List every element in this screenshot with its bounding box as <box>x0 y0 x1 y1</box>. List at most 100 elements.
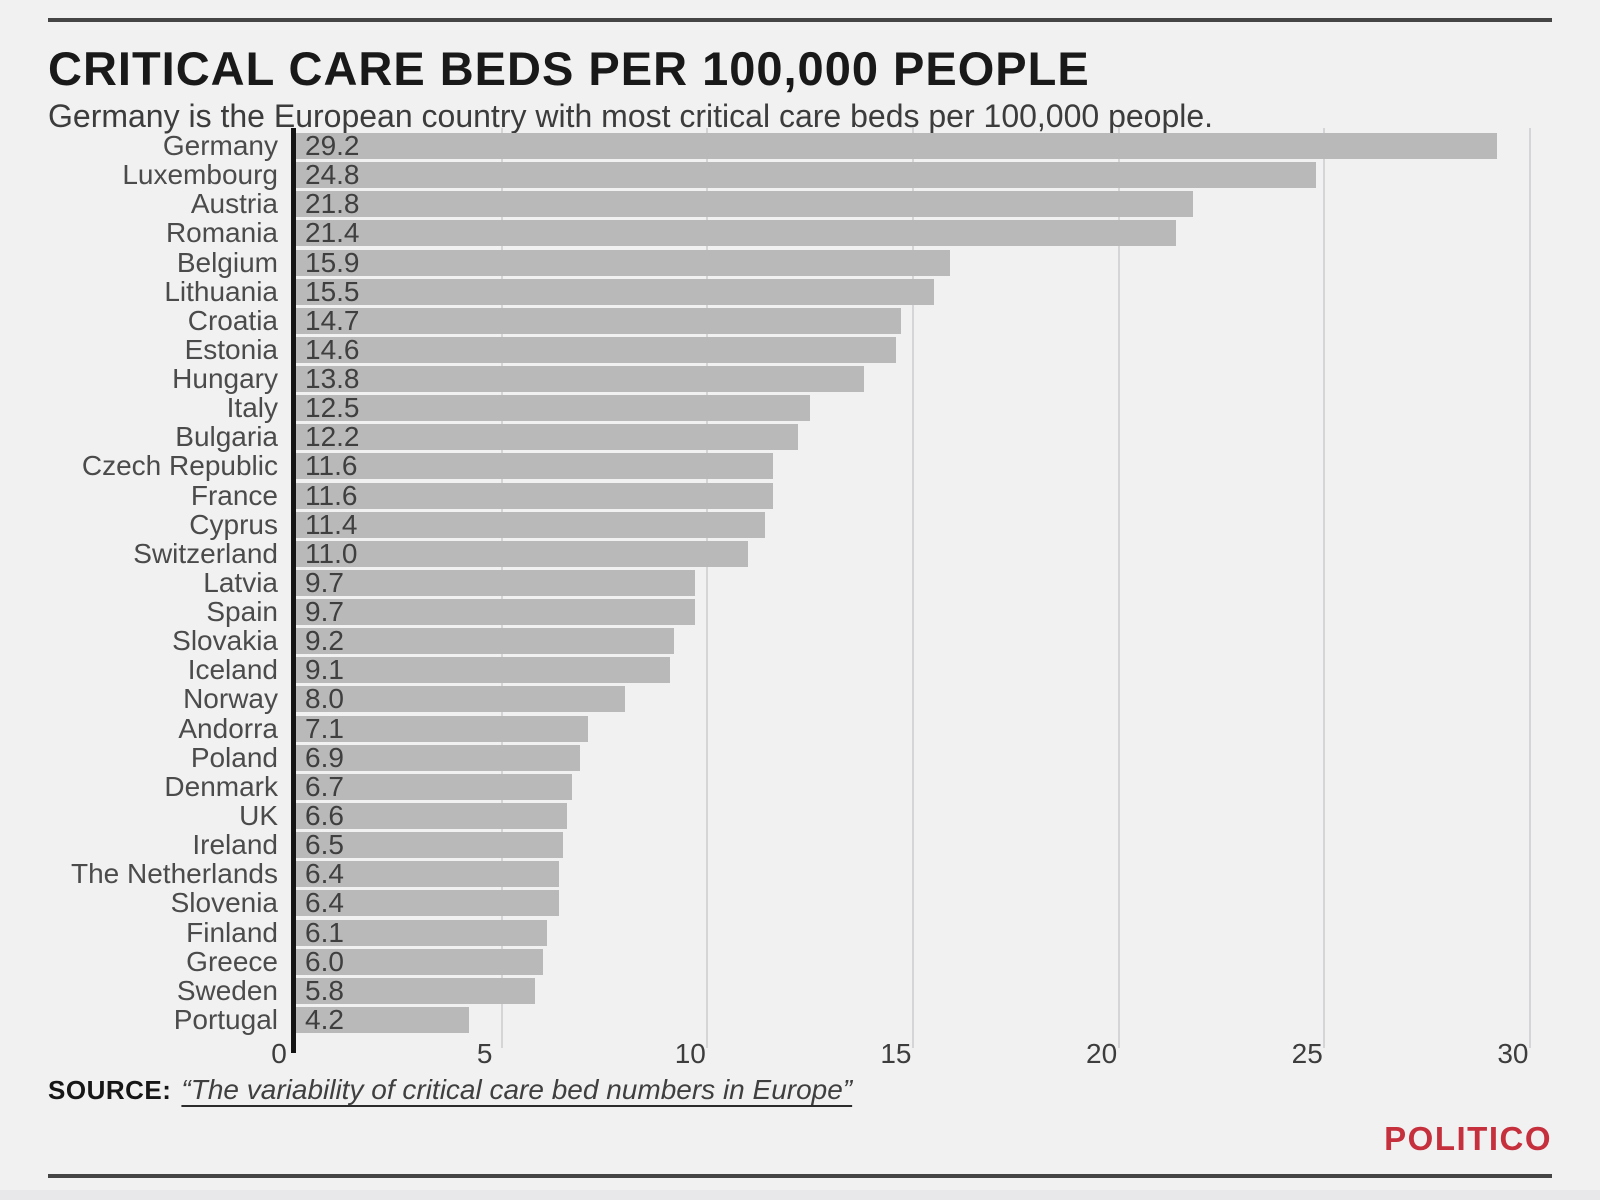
bar-value-label: 15.9 <box>305 246 360 278</box>
category-label: Andorra <box>178 712 278 744</box>
bar: 6.5 <box>296 829 563 861</box>
chart-title: CRITICAL CARE BEDS PER 100,000 PEOPLE <box>48 42 1090 95</box>
bar-value-label: 5.8 <box>305 974 344 1006</box>
bar: 11.0 <box>296 539 748 567</box>
bar: 29.2 <box>296 130 1497 161</box>
category-label: Finland <box>186 916 278 948</box>
x-tick-label-5: 5 <box>476 1038 493 1069</box>
bar: 6.0 <box>296 945 543 977</box>
bar-value-label: 8.0 <box>305 683 344 715</box>
bar-value-label: 6.5 <box>305 829 344 861</box>
category-label: UK <box>239 799 278 831</box>
bar: 6.9 <box>296 741 580 773</box>
category-label: Switzerland <box>133 537 278 569</box>
category-label: Poland <box>190 741 278 773</box>
bar-value-label: 6.7 <box>305 770 344 802</box>
bar-value-label: 6.0 <box>305 945 344 977</box>
bar: 9.2 <box>296 627 674 655</box>
category-label: Sweden <box>176 974 278 1006</box>
source-label: SOURCE: <box>48 1075 172 1105</box>
bar: 21.4 <box>296 219 1176 247</box>
category-label: Slovenia <box>170 887 278 919</box>
category-label: Ireland <box>192 829 278 861</box>
bar: 4.2 <box>296 1003 469 1035</box>
bar: 6.4 <box>296 887 559 919</box>
bar-value-label: 6.9 <box>305 741 344 773</box>
chart-subtitle: Germany is the European country with mos… <box>48 98 1214 134</box>
category-label: Romania <box>165 217 278 249</box>
bar: 9.7 <box>296 566 695 598</box>
bar-value-label: 21.8 <box>305 188 360 220</box>
category-label: Estonia <box>184 333 278 365</box>
category-label: Iceland <box>187 654 278 686</box>
category-label: Norway <box>183 683 278 715</box>
bar: 13.8 <box>296 363 864 395</box>
bar-value-label: 11.4 <box>305 508 358 540</box>
category-label: Belgium <box>176 246 278 278</box>
gridline-20 <box>1117 128 1120 1048</box>
top-rule <box>48 18 1552 22</box>
bar: 21.8 <box>296 188 1193 220</box>
bar: 11.6 <box>296 481 773 509</box>
category-label: Greece <box>186 945 278 977</box>
bar: 9.1 <box>296 654 670 686</box>
category-label: Austria <box>190 188 278 220</box>
bar-value-label: 4.2 <box>305 1003 344 1035</box>
category-label: Italy <box>226 392 278 424</box>
bar-value-label: 15.5 <box>305 275 360 307</box>
bar-value-label: 14.6 <box>305 333 360 365</box>
source-link[interactable]: “The variability of critical care bed nu… <box>181 1074 853 1105</box>
category-label: Czech Republic <box>81 450 278 482</box>
bar-value-label: 29.2 <box>305 130 360 161</box>
bar-value-label: 9.1 <box>305 654 344 686</box>
category-label: Latvia <box>203 566 278 598</box>
bar-chart: Germany 29.2 Luxembourg 24.8 Austria 21.8 Roma… <box>48 128 1588 1073</box>
gridline-30 <box>1528 128 1531 1048</box>
category-label: Luxembourg <box>122 159 278 191</box>
bar: 11.6 <box>296 450 773 482</box>
x-tick-label-15: 15 <box>880 1038 912 1069</box>
bar-value-label: 24.8 <box>305 159 360 191</box>
bar: 14.6 <box>296 333 896 365</box>
bar: 6.7 <box>296 770 572 802</box>
x-tick-label-25: 25 <box>1291 1038 1323 1069</box>
bar-value-label: 14.7 <box>305 304 360 336</box>
bar: 8.0 <box>296 683 625 715</box>
bar-value-label: 7.1 <box>305 712 344 744</box>
bar-value-label: 6.1 <box>305 916 344 948</box>
category-label: Slovakia <box>172 625 278 657</box>
bar-value-label: 9.7 <box>305 596 344 628</box>
bar: 6.4 <box>296 858 559 890</box>
bar-value-label: 6.4 <box>305 858 344 890</box>
bar-value-label: 6.4 <box>305 887 344 919</box>
gridline-25 <box>1323 128 1326 1048</box>
category-label: Portugal <box>173 1003 278 1035</box>
bar: 6.1 <box>296 916 547 948</box>
bar: 9.7 <box>296 596 695 628</box>
bar: 5.8 <box>296 974 535 1006</box>
source-line: SOURCE: “The variability of critical care… <box>48 1074 852 1106</box>
bar: 11.4 <box>296 508 765 540</box>
bar-value-label: 13.8 <box>305 363 360 395</box>
bar-value-label: 12.5 <box>305 392 360 424</box>
bar-value-label: 9.7 <box>305 566 344 598</box>
gridline-10 <box>706 128 709 1048</box>
bar: 7.1 <box>296 712 588 744</box>
x-tick-label-30: 30 <box>1497 1038 1529 1069</box>
x-tick-label-20: 20 <box>1086 1038 1118 1069</box>
bar: 15.9 <box>296 246 950 278</box>
category-label: Hungary <box>172 363 278 395</box>
bar: 15.5 <box>296 275 934 307</box>
bar: 24.8 <box>296 159 1316 191</box>
gridline-15 <box>911 128 914 1048</box>
bar: 12.2 <box>296 423 798 451</box>
y-axis-line <box>291 128 296 1053</box>
bar: 6.6 <box>296 799 567 831</box>
category-label: Lithuania <box>164 275 278 307</box>
bar-value-label: 6.6 <box>305 799 344 831</box>
bar: 14.7 <box>296 304 901 336</box>
bar-value-label: 11.6 <box>305 450 358 482</box>
category-label: Spain <box>206 596 278 628</box>
x-tick-label-0: 0 <box>271 1038 287 1069</box>
